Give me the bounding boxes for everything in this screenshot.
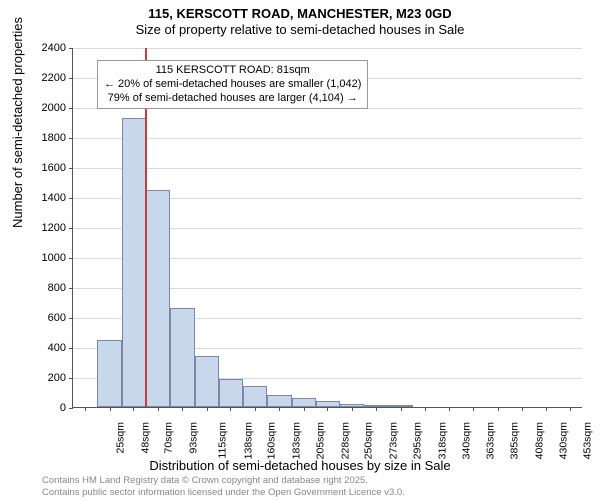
histogram-bar — [292, 398, 316, 407]
ytick-label: 200 — [26, 372, 66, 384]
xtick-mark — [425, 407, 426, 411]
gridline — [73, 138, 582, 139]
ytick-mark — [69, 348, 73, 349]
xtick-mark — [522, 407, 523, 411]
title-block: 115, KERSCOTT ROAD, MANCHESTER, M23 0GD … — [0, 0, 600, 39]
ytick-label: 600 — [26, 312, 66, 324]
ytick-label: 1400 — [26, 192, 66, 204]
xtick-mark — [255, 407, 256, 411]
chart-container: 115, KERSCOTT ROAD, MANCHESTER, M23 0GD … — [0, 0, 600, 500]
ytick-label: 800 — [26, 282, 66, 294]
xtick-label: 93sqm — [188, 422, 200, 454]
xtick-mark — [158, 407, 159, 411]
xtick-label: 228sqm — [339, 422, 351, 459]
xtick-mark — [473, 407, 474, 411]
xtick-mark — [279, 407, 280, 411]
ytick-label: 1200 — [26, 222, 66, 234]
xtick-label: 295sqm — [411, 422, 423, 459]
histogram-bar — [170, 308, 195, 407]
x-axis-label: Distribution of semi-detached houses by … — [0, 458, 600, 473]
footer-line-2: Contains public sector information licen… — [42, 487, 405, 498]
xtick-label: 363sqm — [485, 422, 497, 459]
xtick-mark — [401, 407, 402, 411]
histogram-bar — [146, 190, 170, 408]
ytick-label: 400 — [26, 342, 66, 354]
xtick-mark — [304, 407, 305, 411]
ytick-mark — [69, 258, 73, 259]
annotation-line-2: ← 20% of semi-detached houses are smalle… — [104, 78, 361, 92]
xtick-label: 138sqm — [242, 422, 254, 459]
ytick-mark — [69, 408, 73, 409]
ytick-label: 2200 — [26, 72, 66, 84]
chart-subtitle: Size of property relative to semi-detach… — [0, 22, 600, 38]
histogram-bar — [243, 386, 267, 407]
chart-area: 25sqm48sqm70sqm93sqm115sqm138sqm160sqm18… — [72, 48, 582, 408]
y-axis-label: Number of semi-detached properties — [10, 17, 25, 228]
xtick-label: 48sqm — [139, 422, 151, 454]
gridline — [73, 48, 582, 49]
ytick-label: 0 — [26, 402, 66, 414]
ytick-mark — [69, 138, 73, 139]
xtick-mark — [207, 407, 208, 411]
ytick-mark — [69, 48, 73, 49]
xtick-mark — [230, 407, 231, 411]
ytick-mark — [69, 228, 73, 229]
histogram-bar — [97, 340, 122, 408]
histogram-bar — [219, 379, 244, 408]
xtick-label: 205sqm — [314, 422, 326, 459]
xtick-label: 273sqm — [388, 422, 400, 459]
footer-attribution: Contains HM Land Registry data © Crown c… — [42, 475, 405, 498]
xtick-mark — [376, 407, 377, 411]
xtick-label: 430sqm — [557, 422, 569, 459]
xtick-mark — [352, 407, 353, 411]
xtick-mark — [110, 407, 111, 411]
xtick-mark — [133, 407, 134, 411]
xtick-mark — [182, 407, 183, 411]
annotation-line-3: 79% of semi-detached houses are larger (… — [104, 92, 361, 106]
ytick-label: 1600 — [26, 162, 66, 174]
ytick-mark — [69, 198, 73, 199]
ytick-mark — [69, 108, 73, 109]
xtick-mark — [85, 407, 86, 411]
ytick-mark — [69, 168, 73, 169]
histogram-bar — [195, 356, 219, 407]
xtick-label: 70sqm — [163, 422, 175, 454]
xtick-label: 250sqm — [363, 422, 375, 459]
xtick-label: 340sqm — [460, 422, 472, 459]
xtick-label: 25sqm — [114, 422, 126, 454]
footer-line-1: Contains HM Land Registry data © Crown c… — [42, 475, 405, 486]
xtick-label: 183sqm — [291, 422, 303, 459]
xtick-mark — [327, 407, 328, 411]
ytick-label: 1800 — [26, 132, 66, 144]
annotation-line-1: 115 KERSCOTT ROAD: 81sqm — [104, 64, 361, 78]
ytick-label: 1000 — [26, 252, 66, 264]
annotation-box: 115 KERSCOTT ROAD: 81sqm ← 20% of semi-d… — [97, 60, 368, 109]
ytick-label: 2000 — [26, 102, 66, 114]
xtick-mark — [449, 407, 450, 411]
xtick-mark — [570, 407, 571, 411]
gridline — [73, 168, 582, 169]
ytick-mark — [69, 378, 73, 379]
xtick-label: 318sqm — [436, 422, 448, 459]
plot-region: 25sqm48sqm70sqm93sqm115sqm138sqm160sqm18… — [72, 48, 582, 408]
xtick-label: 160sqm — [266, 422, 278, 459]
ytick-label: 2400 — [26, 42, 66, 54]
xtick-label: 408sqm — [533, 422, 545, 459]
xtick-mark — [498, 407, 499, 411]
histogram-bar — [122, 118, 147, 408]
xtick-label: 115sqm — [216, 422, 228, 459]
xtick-label: 385sqm — [508, 422, 520, 459]
ytick-mark — [69, 78, 73, 79]
xtick-mark — [546, 407, 547, 411]
xtick-label: 453sqm — [582, 422, 594, 459]
ytick-mark — [69, 318, 73, 319]
ytick-mark — [69, 288, 73, 289]
chart-title: 115, KERSCOTT ROAD, MANCHESTER, M23 0GD — [0, 6, 600, 22]
histogram-bar — [267, 395, 292, 407]
